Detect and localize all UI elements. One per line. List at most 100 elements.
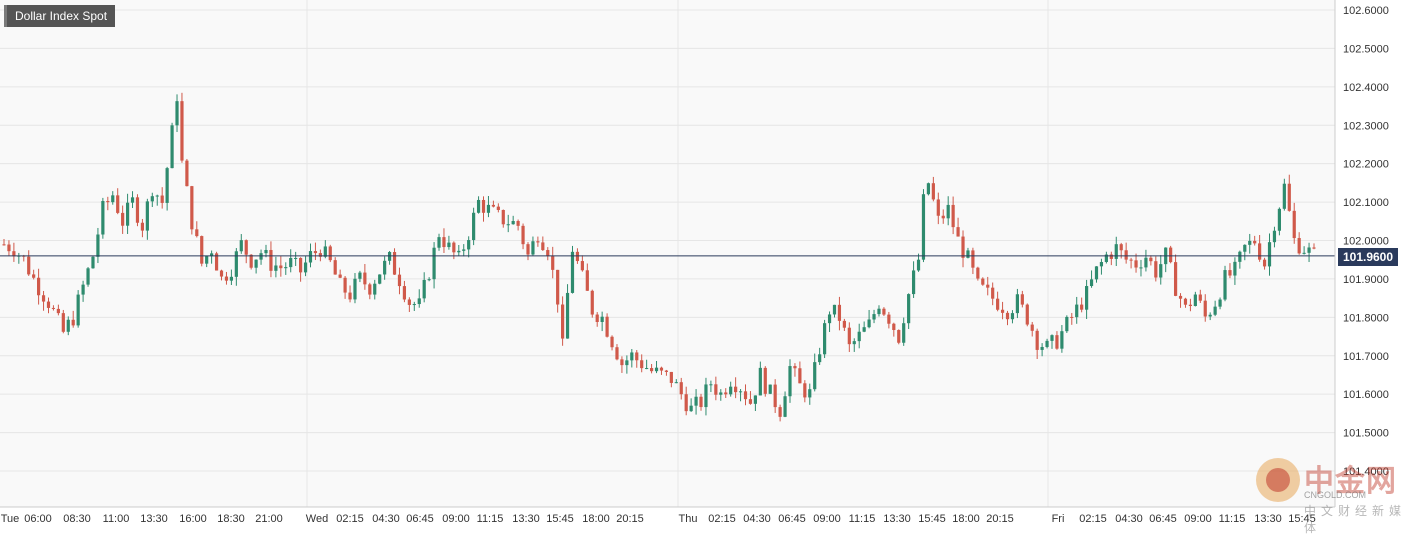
candle-body [847,327,851,345]
candle-body [308,251,313,263]
candle-body [610,336,614,348]
candle [12,242,16,262]
candle [407,297,411,312]
candle-body [1070,316,1074,318]
candle [714,376,718,401]
candle-body [279,265,283,269]
candle-body [150,196,154,202]
candle-body [224,276,229,281]
candle-body [1188,304,1193,307]
candle-body [1277,208,1281,231]
candle-layer [2,92,1316,422]
candle [491,200,495,208]
x-tick-label: 06:45 [1149,513,1177,525]
candle [615,344,619,361]
candle [1124,242,1128,264]
candle-body [46,301,51,308]
candle-body [516,221,520,226]
candle [481,196,486,222]
candle-body [481,199,486,213]
candle-body [971,250,975,268]
x-tick-label: 09:00 [1184,513,1212,525]
candle-body [101,201,105,235]
candle-body [1307,247,1311,253]
candle-body [536,241,540,243]
candle [81,280,85,302]
candle [299,257,303,282]
x-tick-label: 11:15 [1219,513,1246,525]
candle-body [1248,240,1252,245]
candle-body [887,314,891,324]
cngold-logo-inner-icon [1266,468,1290,492]
candle-body [729,386,733,395]
candle-body [783,396,787,417]
candle [1248,233,1252,254]
candle [768,384,772,395]
candle [1178,293,1183,308]
candle [704,377,708,416]
candle-body [402,286,407,300]
watermark-domain: CNGOLD.COM [1304,490,1367,500]
candle [1149,255,1153,266]
y-tick-label: 101.5000 [1343,428,1389,440]
candle [1258,234,1262,262]
candle [778,404,782,422]
candle-body [1010,313,1015,320]
candle [323,240,327,259]
candle [991,282,995,306]
candle [931,176,935,202]
candle [140,218,145,238]
candle-body [1020,294,1024,305]
candle-body [842,320,846,328]
candle [264,244,268,258]
candle [1193,291,1197,307]
candle-body [684,394,688,412]
candle-body [1045,340,1049,347]
candle-body [768,384,772,394]
x-tick-label: 09:00 [813,513,841,525]
candle [709,380,713,393]
candle-body [961,236,965,258]
candle-body [1218,299,1222,307]
candle-body [200,236,204,264]
candle [842,318,846,332]
x-tick-label: 18:00 [952,513,980,525]
candle-body [902,323,906,343]
candle [96,227,100,264]
candle [793,363,797,377]
candle-body [160,195,164,203]
candle-body [491,204,495,207]
candle [121,205,125,234]
candle [402,280,407,303]
candle [907,293,911,329]
candle [1060,325,1064,353]
candle-body [951,204,955,228]
x-tick-label: 06:00 [24,513,52,525]
candle-body [654,367,659,372]
candle-body [140,222,145,231]
candle [195,221,199,238]
candle-body [1233,261,1237,276]
candle [32,269,36,280]
candle-body [892,323,896,331]
candle-body [111,195,115,203]
candle-body [1015,294,1019,314]
y-tick-label: 102.4000 [1343,82,1389,94]
candle-body [996,298,1000,310]
candle [783,391,787,418]
x-tick-label: 13:30 [140,513,168,525]
candle-body [41,295,46,302]
candle-body [1193,294,1197,307]
x-tick-label: Fri [1052,513,1065,525]
candle-body [37,277,41,296]
candle-body [575,251,580,262]
candle-body [818,354,822,363]
candle [56,304,60,316]
x-tick-label: 06:45 [406,513,434,525]
candle [1253,235,1257,246]
candle [630,349,634,368]
candle [234,248,238,286]
candle [1005,310,1010,326]
candle [1035,328,1039,359]
candle [521,223,525,250]
